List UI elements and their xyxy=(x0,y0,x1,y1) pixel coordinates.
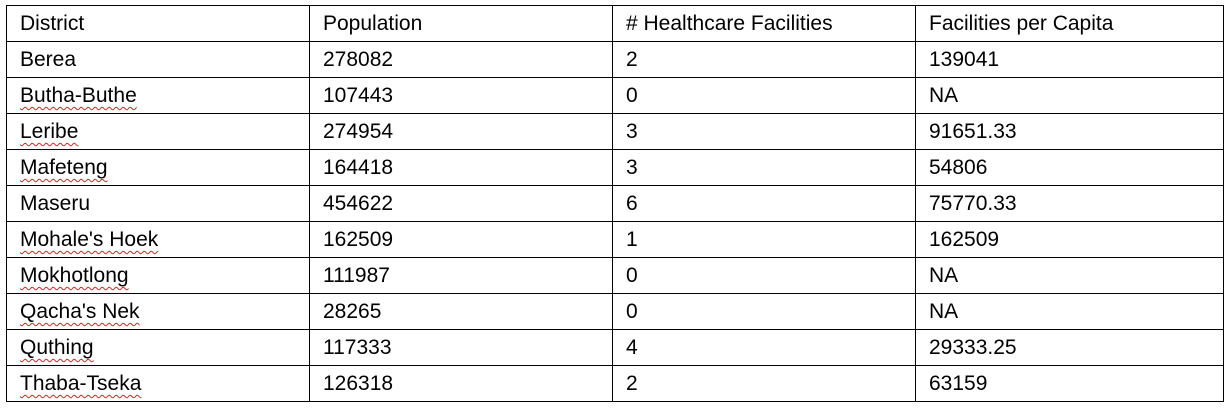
facilities-cell[interactable]: 1 xyxy=(612,221,916,258)
header-population[interactable]: Population xyxy=(309,5,613,42)
table-row: Mohale's Hoek 162509 1 162509 xyxy=(6,221,1224,258)
table-row: Maseru 454622 6 75770.33 xyxy=(6,185,1224,222)
table-row: Qacha's Nek 28265 0 NA xyxy=(6,293,1224,330)
facilities-cell[interactable]: 4 xyxy=(612,329,916,366)
table-row: Berea 278082 2 139041 xyxy=(6,41,1224,78)
table-row: Thaba-Tseka 126318 2 63159 xyxy=(6,365,1224,402)
district-name: Thaba-Tseka xyxy=(20,372,142,395)
district-cell[interactable]: Qacha's Nek xyxy=(6,293,310,330)
district-cell[interactable]: Leribe xyxy=(6,113,310,150)
table-row: Leribe 274954 3 91651.33 xyxy=(6,113,1224,150)
per-capita-cell[interactable]: NA xyxy=(915,77,1224,114)
facilities-cell[interactable]: 2 xyxy=(612,41,916,78)
table-row: Mokhotlong 111987 0 NA xyxy=(6,257,1224,294)
per-capita-cell[interactable]: NA xyxy=(915,257,1224,294)
table-row: Mafeteng 164418 3 54806 xyxy=(6,149,1224,186)
district-cell[interactable]: Mafeteng xyxy=(6,149,310,186)
population-cell[interactable]: 162509 xyxy=(309,221,613,258)
population-cell[interactable]: 164418 xyxy=(309,149,613,186)
district-name: Quthing xyxy=(20,336,94,359)
header-district[interactable]: District xyxy=(6,5,310,42)
district-cell[interactable]: Berea xyxy=(6,41,310,78)
facilities-cell[interactable]: 3 xyxy=(612,113,916,150)
district-name: Mokhotlong xyxy=(20,264,129,287)
population-cell[interactable]: 126318 xyxy=(309,365,613,402)
district-name: Berea xyxy=(20,48,77,71)
per-capita-cell[interactable]: 63159 xyxy=(915,365,1224,402)
district-cell[interactable]: Mohale's Hoek xyxy=(6,221,310,258)
table-row: Butha-Buthe 107443 0 NA xyxy=(6,77,1224,114)
header-row: District Population # Healthcare Facilit… xyxy=(6,5,1224,42)
per-capita-cell[interactable]: 139041 xyxy=(915,41,1224,78)
facilities-cell[interactable]: 3 xyxy=(612,149,916,186)
population-cell[interactable]: 28265 xyxy=(309,293,613,330)
population-cell[interactable]: 278082 xyxy=(309,41,613,78)
header-facilities[interactable]: # Healthcare Facilities xyxy=(612,5,916,42)
district-name: Qacha's Nek xyxy=(20,300,140,323)
population-cell[interactable]: 274954 xyxy=(309,113,613,150)
district-name: Maseru xyxy=(20,192,91,215)
district-name: Butha-Buthe xyxy=(20,84,137,107)
population-cell[interactable]: 117333 xyxy=(309,329,613,366)
district-name: Mohale's Hoek xyxy=(20,228,159,251)
per-capita-cell[interactable]: 75770.33 xyxy=(915,185,1224,222)
header-facilities-per-capita[interactable]: Facilities per Capita xyxy=(915,5,1224,42)
district-cell[interactable]: Mokhotlong xyxy=(6,257,310,294)
district-name: Mafeteng xyxy=(20,156,108,179)
facilities-cell[interactable]: 2 xyxy=(612,365,916,402)
district-cell[interactable]: Maseru xyxy=(6,185,310,222)
facilities-cell[interactable]: 0 xyxy=(612,293,916,330)
per-capita-cell[interactable]: 29333.25 xyxy=(915,329,1224,366)
facilities-cell[interactable]: 0 xyxy=(612,257,916,294)
district-cell[interactable]: Quthing xyxy=(6,329,310,366)
population-cell[interactable]: 107443 xyxy=(309,77,613,114)
per-capita-cell[interactable]: 162509 xyxy=(915,221,1224,258)
per-capita-cell[interactable]: 54806 xyxy=(915,149,1224,186)
population-cell[interactable]: 454622 xyxy=(309,185,613,222)
per-capita-cell[interactable]: NA xyxy=(915,293,1224,330)
facilities-cell[interactable]: 6 xyxy=(612,185,916,222)
per-capita-cell[interactable]: 91651.33 xyxy=(915,113,1224,150)
district-name: Leribe xyxy=(20,120,79,143)
population-cell[interactable]: 111987 xyxy=(309,257,613,294)
district-cell[interactable]: Butha-Buthe xyxy=(6,77,310,114)
table-row: Quthing 117333 4 29333.25 xyxy=(6,329,1224,366)
facilities-cell[interactable]: 0 xyxy=(612,77,916,114)
district-cell[interactable]: Thaba-Tseka xyxy=(6,365,310,402)
district-healthcare-table: District Population # Healthcare Facilit… xyxy=(6,5,1224,402)
